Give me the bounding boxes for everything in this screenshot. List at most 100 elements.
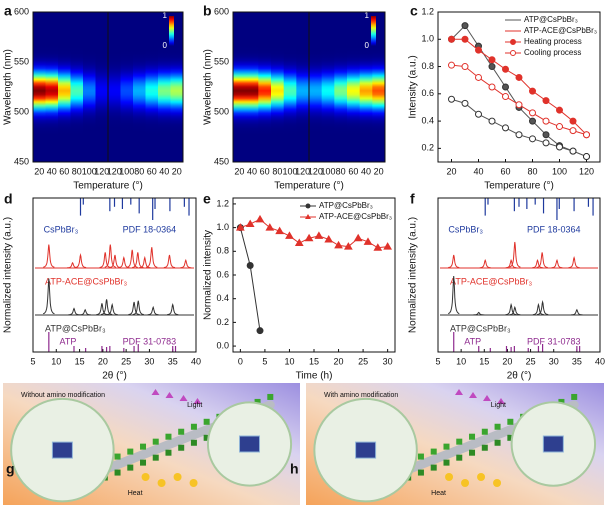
x-tick-label: 20 [374,166,384,176]
marker [529,135,536,143]
fiber-group [165,449,172,456]
marker [569,127,577,135]
heat-cell [245,12,259,162]
marker [542,139,550,147]
x-tick-label: 30 [144,356,154,366]
fiber-group [443,443,450,450]
x-tick-label: 25 [358,356,368,366]
x-tick-label: 120 [295,166,310,176]
series-label: ATP-ACE@CsPbBr₃ [45,276,127,286]
nanocrystal [355,441,377,459]
x-tick-label: 40 [47,166,57,176]
marker [569,147,577,155]
fiber-group [469,433,476,440]
panel-label: f [410,191,415,207]
y-tick-label: 1.2 [216,198,229,208]
y-axis-title: Normalized intensity (a.u.) [3,217,14,333]
light-icon [193,398,202,404]
legend-marker [510,50,516,56]
marker [245,219,255,228]
panel-label: c [410,3,418,19]
marker [304,233,314,242]
marker [353,233,363,242]
diffraction-peak [536,252,548,268]
y-axis-title: Intensity (a.u.) [408,55,419,118]
y-tick-label: 0.8 [216,246,229,256]
marker [515,101,523,109]
marker [556,123,563,131]
marker [488,83,496,91]
marker [515,73,523,81]
x-tick-label: 80 [134,166,144,176]
marker [542,117,550,125]
diffraction-peak [99,252,111,268]
fiber-group [254,398,261,405]
heat-cell [95,12,109,162]
fiber-group [571,393,578,400]
x-tick-label: 120 [308,166,323,176]
fiber-group [165,433,172,440]
fiber-group [140,459,147,466]
marker [475,46,482,54]
x-tick-label: 40 [595,356,605,366]
diffraction-peak [536,300,549,316]
y-tick-label: 450 [214,156,229,166]
diffraction-peak [532,302,545,316]
heat-icon [477,473,486,481]
marker [448,35,455,43]
diffraction-peak [104,244,117,268]
fiber-group [203,434,210,441]
panel-label: e [203,191,211,207]
diffraction-peak [79,308,91,316]
marker [255,214,265,223]
x-tick-label: 40 [361,166,371,176]
x-tick-label: 35 [168,356,178,366]
diffraction-peak [132,252,144,268]
fiber-group [152,438,159,445]
marker [475,110,482,118]
diffraction-peak [448,275,460,315]
heat-cell [233,12,247,162]
diffraction-peak [118,256,130,269]
x-tick-label: 20 [234,166,244,176]
x-axis-title: Time (h) [296,371,333,382]
x-tick-label: 100 [320,166,335,176]
diffraction-peak [551,258,563,269]
heat-cell [108,12,121,162]
marker [529,117,536,125]
fiber-group [469,449,476,456]
x-tick-label: 40 [473,166,483,176]
marker [569,117,577,125]
light-icon [469,392,477,398]
y-tick-label: 500 [14,106,29,116]
heat-cell [334,12,348,162]
heat-cell [145,12,159,162]
legend-label: ATP-ACE@CsPbBr₃ [524,26,597,35]
panel-label: b [203,3,212,19]
diffraction-peak [509,241,521,268]
heat-icon [173,473,182,481]
x-tick-label: 15 [479,356,489,366]
colorbar-label: 0 [163,41,168,50]
diffraction-peak [139,255,151,269]
plot-frame [32,11,184,163]
marker [461,22,469,30]
marker [502,65,509,73]
y-tick-label: 550 [214,56,229,66]
marker [246,262,254,270]
heat-icon [493,479,502,487]
x-tick-label: 5 [435,356,440,366]
diffraction-peak [505,258,517,269]
x-tick-label: 10 [284,356,294,366]
diffraction-peak [509,305,521,316]
marker [461,63,469,71]
x-tick-label: 5 [30,356,35,366]
nanocrystal [542,435,564,453]
diffraction-peak [146,247,158,268]
marker [383,242,393,250]
colorbar-label: 1 [163,11,168,20]
marker [488,117,496,125]
heat-cell [283,12,297,162]
diffraction-peak [166,303,179,316]
heat-cell [58,12,71,162]
